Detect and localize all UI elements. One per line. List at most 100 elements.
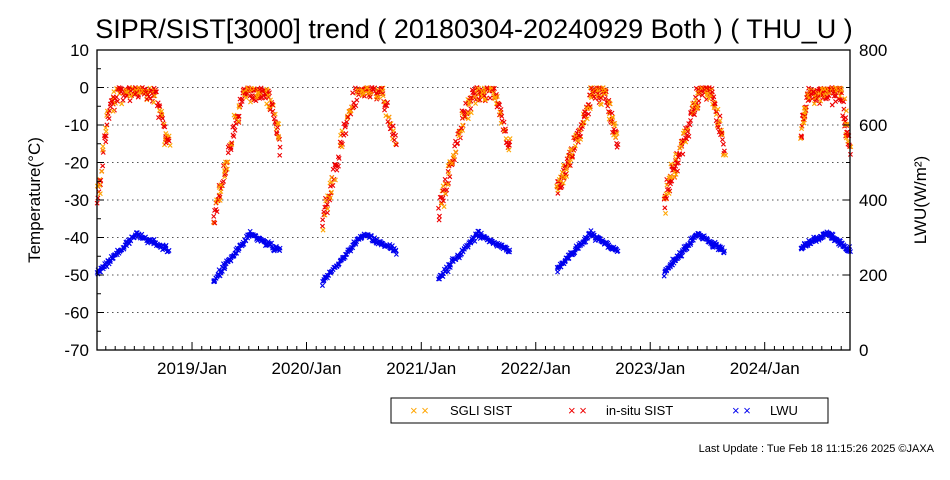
sgli-sist-point [128,93,134,99]
insitu-sist-point [840,113,846,119]
insitu-sist-point [842,119,848,125]
insitu-sist-point [214,209,220,215]
y2-tick-label: 400 [859,191,887,210]
insitu-sist-point [696,98,702,104]
lwu-point [583,239,589,245]
insitu-sist-point [277,152,283,158]
insitu-sist-point [115,98,120,104]
legend-label-insitu: in-situ SIST [606,403,673,418]
insitu-sist-point [267,107,273,113]
insitu-sist-point [845,129,851,135]
lwu-point [222,264,228,270]
lwu-point [234,250,240,256]
insitu-sist-point [103,139,109,145]
insitu-sist-point [393,142,399,148]
insitu-sist-point [567,163,573,169]
lwu-point [719,245,725,251]
sgli-sist-point [482,96,488,102]
insitu-sist-point [713,118,719,124]
chart-title: SIPR/SIST[3000] trend ( 20180304-2024092… [95,14,852,44]
sgli-sist-point [595,87,601,93]
insitu-sist-point [721,148,727,154]
insitu-sist-point [444,187,450,193]
insitu-sist-point [675,160,681,166]
y-tick-label: -50 [64,266,89,285]
lwu-point [475,228,481,234]
sgli-sist-point [837,93,843,99]
sgli-sist-point [265,92,271,98]
sgli-sist-point [339,144,345,150]
insitu-sist-point [671,166,677,172]
insitu-sist-point [505,142,511,148]
y-tick-label: 10 [70,41,89,60]
sgli-sist-point [445,182,451,188]
insitu-sist-point [166,138,172,144]
lwu-point [571,250,577,256]
insitu-sist-point [106,116,112,122]
y-axis-right: 800 600 400 200 0 [843,41,887,360]
insitu-sist-point [680,151,686,157]
sgli-sist-point [801,115,807,121]
insitu-sist-point [719,137,725,143]
sgli-sist-point [695,103,701,109]
sgli-sist-point [715,106,721,112]
sgli-sist-point [243,95,249,101]
insitu-sist-point [277,144,283,150]
insitu-sist-point [353,103,359,109]
sgli-sist-point [453,149,459,155]
y-tick-label: -10 [64,116,89,135]
insitu-sist-point [582,109,588,115]
lwu-point [575,246,581,252]
sgli-sist-point [492,94,498,100]
insitu-sist-point [664,195,670,201]
x-axis: 2019/Jan 2020/Jan 2021/Jan 2022/Jan 2023/Jan… [105,342,842,378]
sgli-sist-point [838,87,844,93]
sgli-sist-point [578,136,584,142]
sgli-sist-point [348,108,354,114]
insitu-sist-point [503,128,509,134]
insitu-sist-point [609,110,615,116]
insitu-sist-point [236,113,242,119]
insitu-sist-point [688,117,694,123]
insitu-sist-point [343,122,349,128]
lwu-point [472,238,478,244]
insitu-sist-point [372,85,378,91]
sgli-sist-point [272,111,278,117]
last-update-footer: Last Update : Tue Feb 18 11:15:26 2025 ©… [699,443,935,455]
insitu-sist-point [229,140,235,146]
legend-marker-lwu: × × [732,403,751,418]
insitu-sist-point [103,133,109,139]
sgli-sist-point [441,204,447,210]
insitu-sist-point [231,133,237,139]
sgli-sist-point [446,170,452,176]
insitu-sist-point [330,182,336,188]
sgli-sist-point [811,101,817,107]
lwu-point [445,269,451,275]
lwu-point [721,248,727,254]
insitu-sist-point [674,160,680,166]
sgli-sist-point [166,133,172,139]
sgli-sist-point [268,97,273,103]
sgli-sist-point [671,174,677,180]
insitu-sist-point [270,102,276,108]
insitu-sist-point [587,104,593,110]
lwu-point [393,251,399,257]
insitu-sist-point [343,131,349,137]
insitu-sist-point [841,106,847,112]
insitu-sist-point [496,102,502,108]
sgli-sist-point [159,108,165,114]
insitu-sist-point [674,168,680,174]
insitu-sist-point [843,115,849,121]
insitu-sist-point [151,93,157,99]
lwu-point [460,249,466,255]
sgli-sist-point [663,210,669,216]
sgli-sist-point [323,198,329,204]
insitu-sist-point [120,97,126,103]
lwu-point [688,241,694,247]
sgli-sist-point [380,93,386,99]
x-tick-label: 2021/Jan [386,359,456,378]
insitu-sist-point [156,103,162,109]
insitu-sist-point [714,109,720,115]
grid-lines [97,87,850,313]
sgli-sist-point [699,85,705,91]
